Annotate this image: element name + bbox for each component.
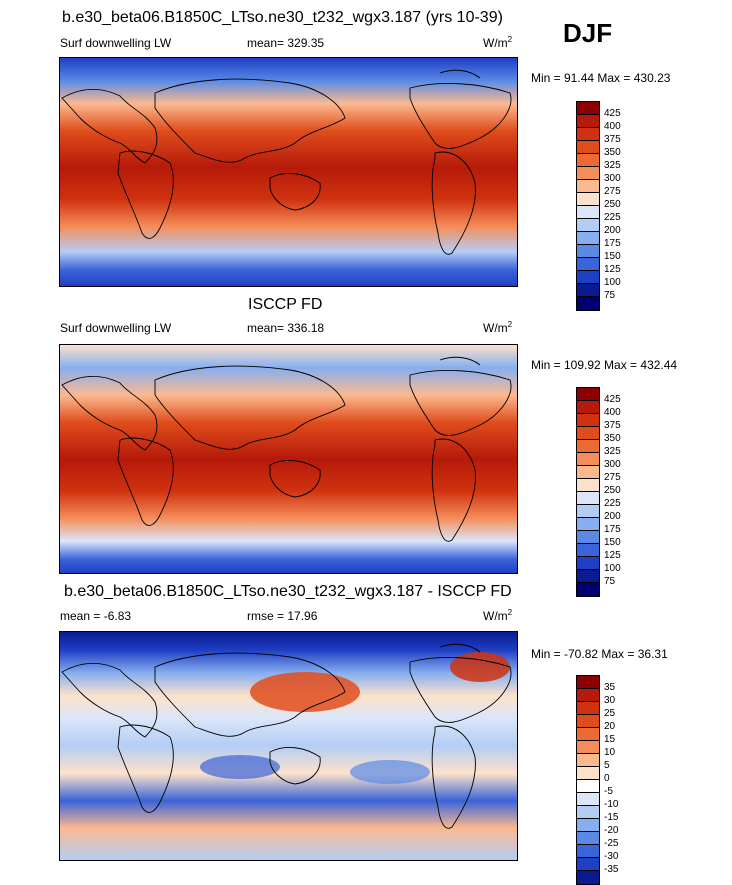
colorbar-label: 250 bbox=[604, 199, 621, 210]
colorbar-label: 350 bbox=[604, 147, 621, 158]
season-label: DJF bbox=[563, 18, 613, 48]
colorbar-label: 125 bbox=[604, 550, 621, 561]
colorbar-label: 375 bbox=[604, 420, 621, 431]
panel3-coastlines bbox=[61, 643, 512, 829]
colorbar-label: 125 bbox=[604, 264, 621, 275]
panel2-map bbox=[59, 344, 518, 574]
colorbar-label: -35 bbox=[604, 864, 619, 875]
colorbar-label: -10 bbox=[604, 799, 619, 810]
colorbar-label: 425 bbox=[604, 108, 621, 119]
colorbar-label: 175 bbox=[604, 238, 621, 249]
panel2-minmax: Min = 109.92 Max = 432.44 bbox=[531, 358, 678, 372]
panel1-title: b.e30_beta06.B1850C_LTso.ne30_t232_wgx3.… bbox=[62, 9, 503, 26]
panel3-map bbox=[59, 631, 518, 861]
panel3-units: W/m2 bbox=[483, 608, 513, 623]
colorbar-label: 20 bbox=[604, 721, 616, 732]
colorbar-label: 75 bbox=[604, 576, 616, 587]
panel3-minmax: Min = -70.82 Max = 36.31 bbox=[531, 647, 668, 661]
colorbar-label: 400 bbox=[604, 407, 621, 418]
panel2-units: W/m2 bbox=[483, 320, 513, 335]
colorbar-label: 375 bbox=[604, 134, 621, 145]
colorbar-label: 0 bbox=[604, 773, 610, 784]
panel1-map bbox=[59, 57, 518, 287]
colorbar-label: -25 bbox=[604, 838, 619, 849]
colorbar-label: 150 bbox=[604, 251, 621, 262]
colorbar-label: 100 bbox=[604, 563, 621, 574]
colorbar-label: 200 bbox=[604, 225, 621, 236]
colorbar-label: 75 bbox=[604, 290, 616, 301]
colorbar-label: 100 bbox=[604, 277, 621, 288]
panel1-coastlines bbox=[61, 69, 512, 255]
panel2-map-image bbox=[60, 345, 517, 573]
colorbar-label: -30 bbox=[604, 851, 619, 862]
colorbar-label: -15 bbox=[604, 812, 619, 823]
colorbar-label: 30 bbox=[604, 695, 616, 706]
colorbar-label: 200 bbox=[604, 511, 621, 522]
panel1-colorbar bbox=[576, 101, 600, 311]
colorbar-label: 350 bbox=[604, 433, 621, 444]
panel1-mean: mean= 329.35 bbox=[247, 36, 325, 50]
colorbar-label: -20 bbox=[604, 825, 619, 836]
colorbar-label: 325 bbox=[604, 160, 621, 171]
colorbar-label: 275 bbox=[604, 186, 621, 197]
panel1-variable: Surf downwelling LW bbox=[60, 36, 172, 50]
panel1-map-image bbox=[60, 58, 517, 286]
colorbar-label: 400 bbox=[604, 121, 621, 132]
colorbar-label: 300 bbox=[604, 173, 621, 184]
colorbar-label: -5 bbox=[604, 786, 613, 797]
panel2-coastlines bbox=[61, 356, 512, 542]
panel3-mean: mean = -6.83 bbox=[60, 609, 132, 623]
panel3-title: b.e30_beta06.B1850C_LTso.ne30_t232_wgx3.… bbox=[64, 583, 512, 600]
panel2-mean: mean= 336.18 bbox=[247, 321, 325, 335]
colorbar-label: 25 bbox=[604, 708, 616, 719]
colorbar-label: 250 bbox=[604, 485, 621, 496]
panel3-map-image bbox=[60, 632, 517, 860]
colorbar-label: 225 bbox=[604, 212, 621, 223]
colorbar-label: 15 bbox=[604, 734, 616, 745]
colorbar-label: 300 bbox=[604, 459, 621, 470]
panel2-title: ISCCP FD bbox=[248, 296, 323, 313]
panel2-variable: Surf downwelling LW bbox=[60, 321, 172, 335]
panel3-rmse: rmse = 17.96 bbox=[247, 609, 318, 623]
colorbar-label: 325 bbox=[604, 446, 621, 457]
panel2-colorbar bbox=[576, 387, 600, 597]
colorbar-label: 275 bbox=[604, 472, 621, 483]
panel3-colorbar bbox=[576, 675, 600, 885]
colorbar-label: 425 bbox=[604, 394, 621, 405]
colorbar-label: 10 bbox=[604, 747, 616, 758]
colorbar-label: 5 bbox=[604, 760, 610, 771]
colorbar-label: 35 bbox=[604, 682, 616, 693]
panel1-units: W/m2 bbox=[483, 35, 513, 50]
colorbar-label: 225 bbox=[604, 498, 621, 509]
colorbar-label: 175 bbox=[604, 524, 621, 535]
colorbar-label: 150 bbox=[604, 537, 621, 548]
panel1-minmax: Min = 91.44 Max = 430.23 bbox=[531, 71, 671, 85]
